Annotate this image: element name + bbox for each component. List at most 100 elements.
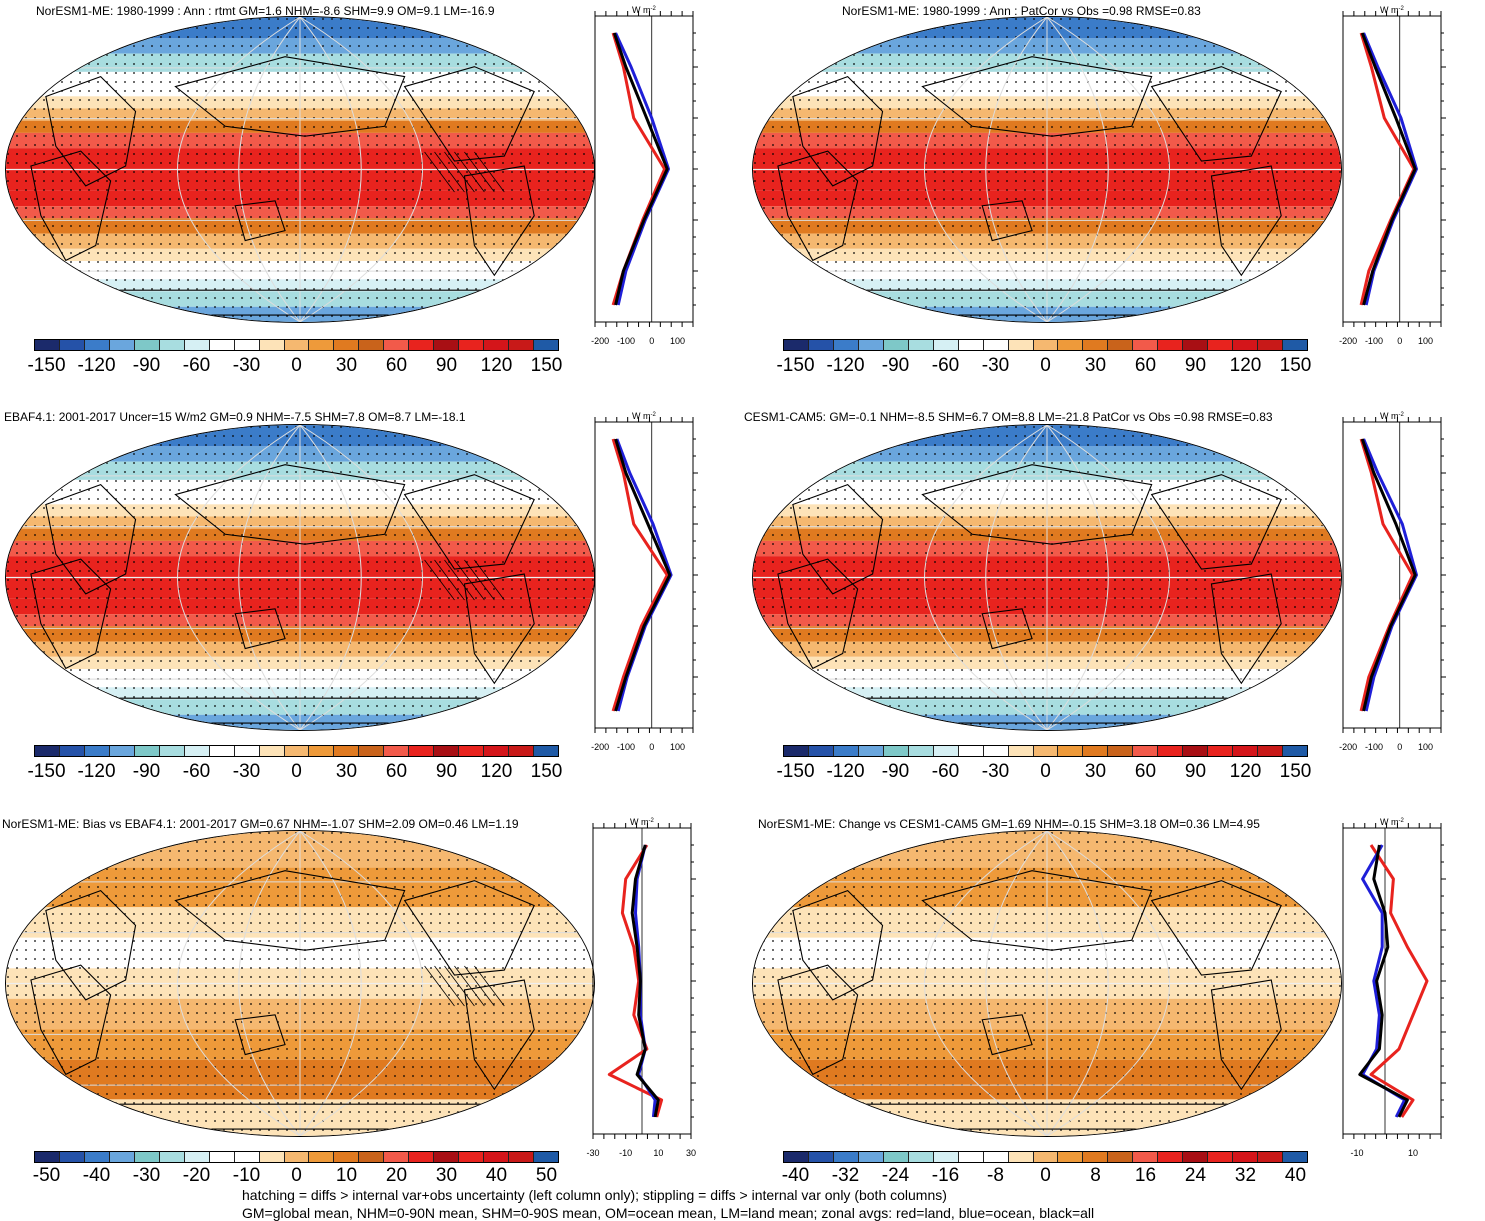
colorbar-swatch xyxy=(883,1152,909,1162)
zonal-series-ocean xyxy=(1361,844,1407,1118)
colorbar-tick-label: -40 xyxy=(781,1165,810,1186)
colorbar-tick-label: 16 xyxy=(1134,1165,1157,1186)
x-tick-label: -200 xyxy=(1339,742,1357,752)
hatching xyxy=(464,559,495,601)
colorbar-tick-label: 0 xyxy=(291,1165,302,1186)
colorbar-swatch xyxy=(234,746,260,756)
colorbar-swatch xyxy=(484,746,510,756)
hatching xyxy=(424,965,455,1007)
colorbar-swatch xyxy=(908,746,934,756)
colorbar-tick-label: 60 xyxy=(1134,761,1157,782)
colorbar-swatch xyxy=(1183,1152,1209,1162)
colorbar-swatch xyxy=(384,340,410,350)
hatching xyxy=(434,559,465,601)
colorbar-tick-label: -120 xyxy=(826,761,865,782)
colorbar-swatch xyxy=(359,746,385,756)
footer-line-2: GM=global mean, NHM=0-90N mean, SHM=0-90… xyxy=(242,1205,1095,1221)
coastline xyxy=(234,608,286,650)
zonal-unit: W m-2 xyxy=(1380,411,1404,421)
x-tick-label: 0 xyxy=(1397,336,1402,346)
coastline xyxy=(45,889,137,1001)
zonal-frame xyxy=(1342,421,1442,729)
colorbar-tick-label: 8 xyxy=(1090,1165,1101,1186)
map xyxy=(5,424,595,731)
colorbar-swatch xyxy=(84,1152,110,1162)
colorbar-swatch xyxy=(833,340,859,350)
colorbar-swatch xyxy=(808,340,834,350)
coastline xyxy=(1150,474,1282,570)
map xyxy=(5,830,595,1137)
colorbar-swatch xyxy=(883,746,909,756)
colorbar-swatch xyxy=(234,340,260,350)
coastline xyxy=(1210,573,1282,685)
colorbar-tick-label: 60 xyxy=(385,355,408,376)
colorbar-swatch xyxy=(833,746,859,756)
zonal-unit: W m-2 xyxy=(632,411,656,421)
x-tick-label: -10 xyxy=(619,1148,632,1158)
colorbar-swatch xyxy=(109,1152,135,1162)
colorbar-swatch xyxy=(459,1152,485,1162)
x-tick-label: 100 xyxy=(1418,336,1433,346)
colorbar-swatch xyxy=(384,746,410,756)
colorbar-swatch xyxy=(35,340,60,350)
colorbar-swatch xyxy=(933,340,959,350)
map xyxy=(752,830,1342,1137)
colorbar-swatch xyxy=(184,1152,210,1162)
colorbar-swatch xyxy=(59,746,85,756)
colorbar-swatch xyxy=(334,746,360,756)
colorbar-swatch xyxy=(1233,1152,1259,1162)
colorbar-tick-label: 50 xyxy=(535,1165,558,1186)
colorbar-swatch xyxy=(159,340,185,350)
map-field xyxy=(6,425,594,730)
x-tick-label: -200 xyxy=(591,336,609,346)
colorbar-swatch xyxy=(109,340,135,350)
coastline xyxy=(463,979,535,1091)
panel-title: NorESM1-ME: Change vs CESM1-CAM5 GM=1.69… xyxy=(758,817,1260,831)
colorbar-swatch xyxy=(284,340,310,350)
coastline xyxy=(921,56,1153,137)
colorbar-swatch xyxy=(1108,1152,1134,1162)
panel-title: CESM1-CAM5: GM=-0.1 NHM=-8.5 SHM=6.7 OM=… xyxy=(744,410,1273,424)
zonal-plot: W m-2-200-100010060N30N030S60S xyxy=(1339,5,1446,346)
coastline xyxy=(174,56,406,137)
colorbar-swatch xyxy=(1208,1152,1234,1162)
zonal-frame xyxy=(594,421,694,729)
colorbar-swatch xyxy=(1158,746,1184,756)
colorbar-swatch xyxy=(459,746,485,756)
colorbar-swatch xyxy=(1283,340,1308,350)
coastline xyxy=(234,1014,286,1056)
colorbar-tick-label: -60 xyxy=(182,355,211,376)
zonal-plot: W m-2-200-100010060N30N030S60S xyxy=(591,5,698,346)
colorbar-tick-label: 150 xyxy=(1279,355,1312,376)
map xyxy=(752,16,1342,323)
zonal-plot: W m-2-101060N30N030S60S xyxy=(1342,817,1446,1158)
colorbar-tick-label: 20 xyxy=(385,1165,408,1186)
colorbar-swatch xyxy=(484,340,510,350)
coastline xyxy=(30,150,112,262)
colorbar-swatch xyxy=(933,746,959,756)
colorbar xyxy=(783,339,1308,351)
colorbar-swatch xyxy=(309,1152,335,1162)
colorbar-swatch xyxy=(159,1152,185,1162)
colorbar-tick-label: 30 xyxy=(1084,761,1107,782)
colorbar-swatch xyxy=(434,746,460,756)
zonal-series-all xyxy=(614,438,672,712)
hatching xyxy=(474,965,505,1007)
coastline xyxy=(403,66,535,162)
x-tick-label: 10 xyxy=(1408,1148,1418,1158)
colorbar-tick-label: -150 xyxy=(27,761,66,782)
x-tick-label: 0 xyxy=(1397,742,1402,752)
coastline xyxy=(403,880,535,976)
x-tick-label: -10 xyxy=(1350,1148,1363,1158)
colorbar-swatch xyxy=(958,1152,984,1162)
colorbar-swatch xyxy=(259,746,285,756)
colorbar-swatch xyxy=(1283,746,1308,756)
panel-title: NorESM1-ME: 1980-1999 : Ann : rtmt GM=1.… xyxy=(36,4,495,18)
colorbar-swatch xyxy=(1258,1152,1284,1162)
colorbar-tick-label: -60 xyxy=(931,761,960,782)
colorbar-swatch xyxy=(259,340,285,350)
colorbar-swatch xyxy=(858,746,884,756)
zonal-series-all xyxy=(630,844,660,1118)
colorbar-swatch xyxy=(784,746,809,756)
map-field xyxy=(753,17,1341,322)
